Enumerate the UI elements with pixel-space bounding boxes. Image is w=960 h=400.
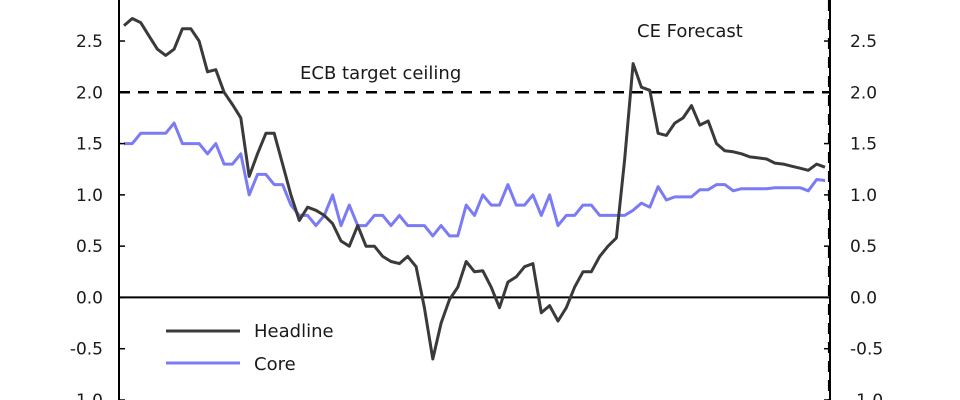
series-line-core: [124, 121, 826, 238]
y-tick-left: 2.0: [76, 83, 103, 103]
target-annotation: ECB target ceiling: [300, 63, 461, 84]
y-tick-right: -1.0: [850, 391, 883, 400]
reference-lines: [119, 0, 831, 400]
y-tick-right: 1.0: [850, 186, 877, 206]
y-tick-left: 0.5: [76, 237, 103, 257]
y-axis-left-ticks: 2.5 2.0 1.5 1.0 0.5 0.0 -0.5 -1.0: [70, 32, 103, 400]
y-tick-left: 1.5: [76, 135, 103, 155]
legend-label-headline: Headline: [254, 321, 334, 342]
y-tick-left: 1.0: [76, 186, 103, 206]
y-tick-left: 0.0: [76, 288, 103, 308]
series-lines: [123, 17, 826, 361]
y-axis-right-ticks: 2.5 2.0 1.5 1.0 0.5 0.0 -0.5 -1.0: [850, 32, 883, 400]
plot-frame: [118, 0, 831, 400]
y-tick-left: -0.5: [70, 340, 103, 360]
y-tick-right: 0.5: [850, 237, 877, 257]
legend-label-core: Core: [254, 354, 296, 375]
y-tick-left: 2.5: [76, 32, 103, 52]
y-tick-right: 2.5: [850, 32, 877, 52]
legend: Headline Core: [166, 321, 334, 375]
y-tick-right: 0.0: [850, 288, 877, 308]
y-tick-right: -0.5: [850, 340, 883, 360]
forecast-annotation: CE Forecast: [637, 21, 743, 42]
y-tick-right: 2.0: [850, 83, 877, 103]
series-line-headline: [123, 17, 826, 361]
y-tick-right: 1.5: [850, 135, 877, 155]
y-tick-left: -1.0: [70, 391, 103, 400]
